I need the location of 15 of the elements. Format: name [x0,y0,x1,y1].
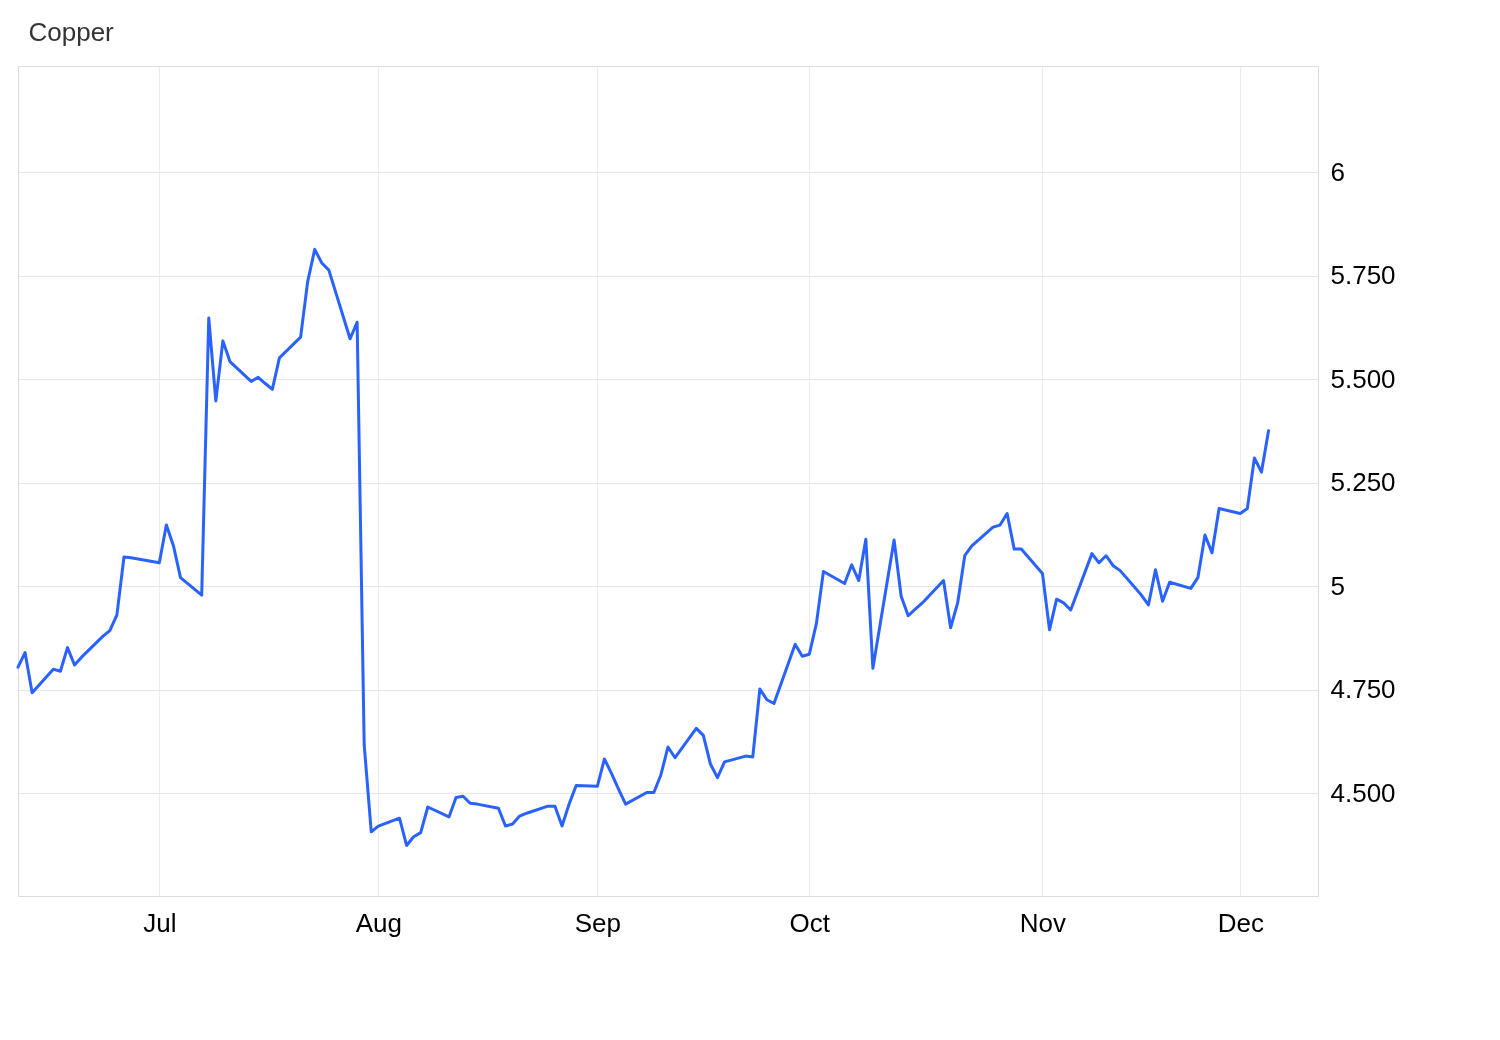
x-tick-label: Oct [789,907,831,938]
chart-title: Copper [28,17,115,47]
y-tick-label: 5.500 [1330,363,1396,394]
line-series [16,247,1271,847]
y-tick-label: 5 [1330,570,1345,601]
y-tick-label: 5.250 [1330,467,1396,498]
y-tick-label: 6 [1330,156,1345,187]
x-tick-label: Aug [355,907,402,938]
y-tick-label: 5.750 [1330,260,1396,291]
y-tick-label: 4.500 [1330,777,1396,808]
x-tick-label: Jul [143,907,177,938]
y-tick-label: 4.750 [1330,674,1396,705]
x-tick-label: Nov [1019,907,1067,938]
x-tick-label: Dec [1217,907,1264,938]
x-tick-label: Sep [574,907,621,938]
